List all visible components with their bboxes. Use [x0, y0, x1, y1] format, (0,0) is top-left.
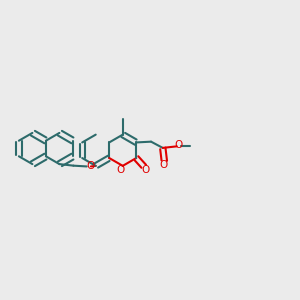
Text: O: O — [175, 140, 183, 150]
Text: O: O — [86, 161, 94, 171]
Text: O: O — [141, 165, 150, 175]
Text: O: O — [159, 160, 168, 170]
Text: O: O — [117, 165, 125, 175]
